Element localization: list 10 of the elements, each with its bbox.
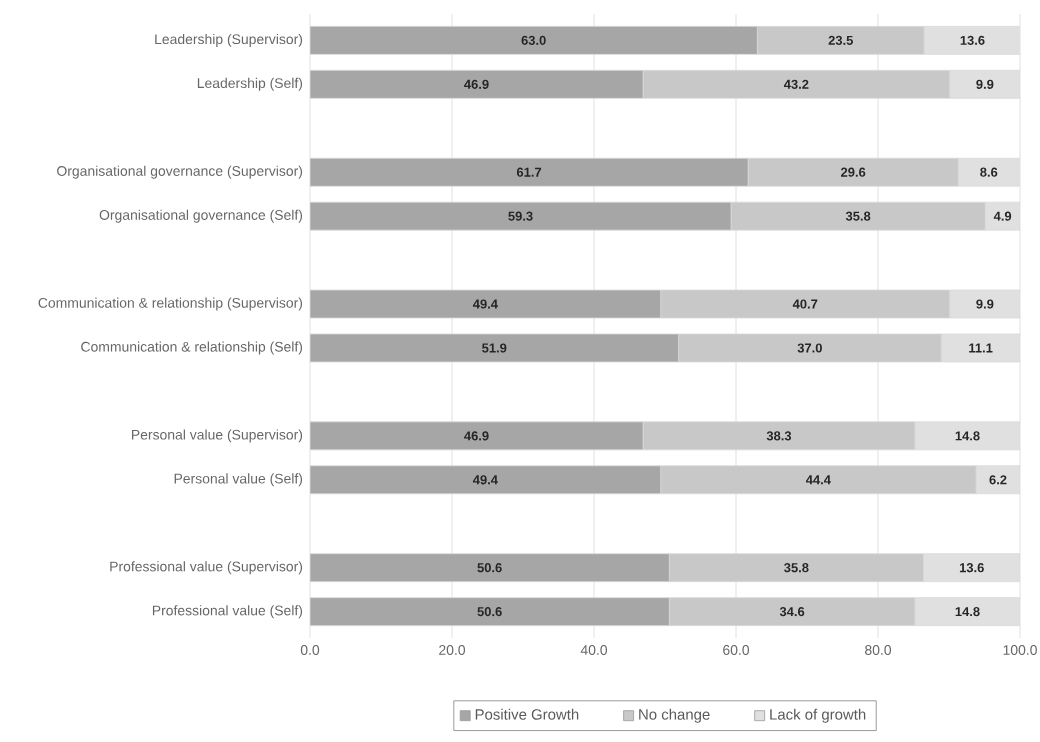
bar [310,333,679,363]
bar [310,289,662,319]
bar [310,201,732,231]
bar [310,157,749,187]
bar [310,25,758,55]
bar [310,553,670,583]
bar [310,69,644,99]
bar [310,597,670,627]
bar [310,421,644,451]
bar [310,465,662,495]
